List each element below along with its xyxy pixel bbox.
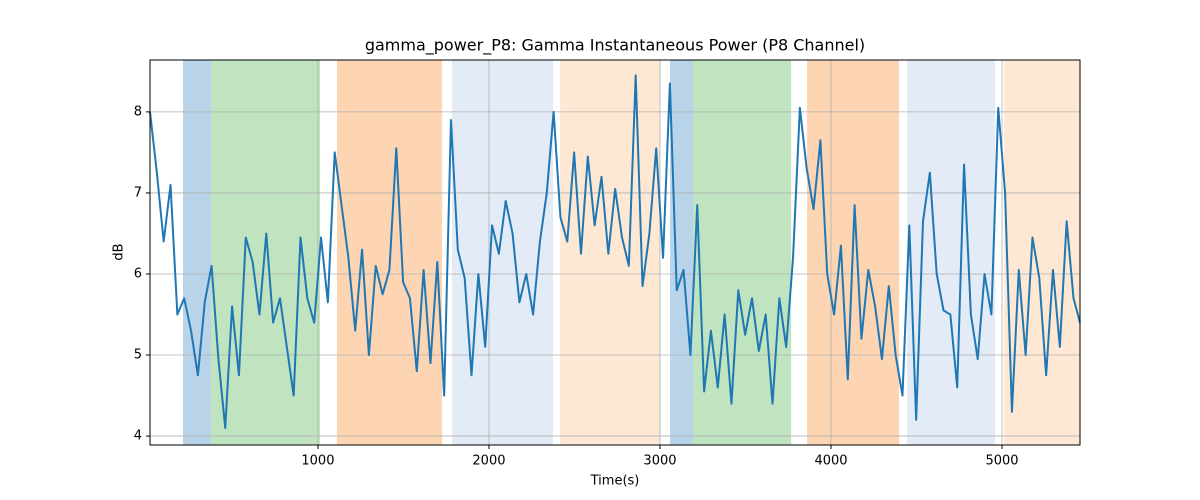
x-axis-label: Time(s) xyxy=(590,474,640,489)
x-tick-label: 5000 xyxy=(985,454,1018,469)
plot xyxy=(149,74,1081,429)
axes: 1000 2000 3000 4000 5000 4 5 6 7 8 xyxy=(134,104,1019,468)
shaded-span xyxy=(452,60,554,445)
shaded-span xyxy=(907,60,996,445)
shaded-span xyxy=(670,60,693,445)
shaded-span xyxy=(560,60,660,445)
y-tick-label: 6 xyxy=(134,266,142,281)
x-tick-label: 3000 xyxy=(643,454,676,469)
shaded-span xyxy=(692,60,792,445)
shaded-span xyxy=(1004,60,1080,445)
chart-title: gamma_power_P8: Gamma Instantaneous Powe… xyxy=(365,36,865,56)
data-line xyxy=(149,74,1081,429)
y-tick-label: 4 xyxy=(134,429,142,444)
x-tick-label: 2000 xyxy=(472,454,505,469)
x-tick-label: 4000 xyxy=(814,454,847,469)
y-tick-label: 5 xyxy=(134,348,142,363)
shaded-span xyxy=(183,60,212,445)
x-tick-label: 1000 xyxy=(301,454,334,469)
y-tick-label: 8 xyxy=(134,104,142,119)
spans xyxy=(183,60,1080,445)
y-axis-label: dB xyxy=(112,243,127,260)
plot-frame xyxy=(149,59,1081,446)
y-tick-label: 7 xyxy=(134,185,142,200)
